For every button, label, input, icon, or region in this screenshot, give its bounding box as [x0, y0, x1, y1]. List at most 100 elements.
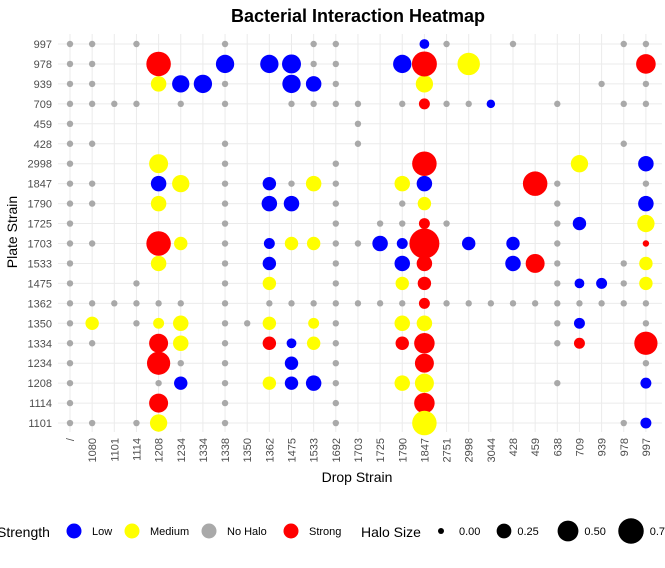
point-low — [461, 236, 476, 251]
x-axis-title: Drop Strain — [322, 469, 393, 485]
legend-size-key — [438, 528, 444, 534]
point-no-halo — [66, 240, 74, 247]
x-tick-label: 459 — [530, 438, 542, 456]
legend-size-label: 0.75 — [650, 526, 665, 538]
legend-label: Low — [92, 526, 112, 538]
point-no-halo — [332, 419, 339, 427]
x-tick-label: 1362 — [264, 438, 276, 462]
point-no-halo — [221, 379, 229, 387]
x-tick-label: 978 — [619, 438, 631, 456]
x-tick-label: 428 — [508, 438, 520, 456]
y-tick-label: 978 — [34, 59, 52, 71]
point-low — [505, 255, 521, 272]
point-low — [419, 39, 430, 49]
x-tick-label: 997 — [641, 438, 653, 456]
y-tick-label: 1790 — [28, 199, 52, 211]
point-no-halo — [554, 379, 561, 387]
point-low — [172, 75, 190, 93]
point-no-halo — [66, 260, 74, 267]
point-strong — [414, 353, 434, 373]
point-no-halo — [332, 399, 339, 407]
point-medium — [394, 375, 410, 391]
x-tick-label: 638 — [552, 438, 564, 456]
point-low — [263, 238, 275, 249]
point-no-halo — [554, 340, 561, 347]
x-tick-label: 1533 — [309, 438, 321, 462]
legend-strength-items: Low Medium No Halo Strong — [66, 523, 341, 539]
point-no-halo — [288, 100, 295, 108]
point-low — [262, 256, 277, 271]
point-medium — [394, 315, 410, 332]
point-strong — [642, 240, 650, 247]
point-medium — [173, 335, 189, 351]
legend: Strength Low Medium No Halo Strong Halo Siz… — [0, 518, 665, 544]
point-no-halo — [509, 40, 517, 48]
grid-lines — [58, 34, 662, 432]
point-low — [260, 54, 279, 74]
legend-size-key — [618, 518, 644, 544]
point-no-halo — [66, 60, 74, 68]
point-medium — [306, 336, 321, 350]
point-no-halo — [332, 40, 339, 48]
point-low — [416, 175, 433, 192]
point-no-halo — [642, 100, 650, 108]
point-medium — [172, 174, 190, 193]
point-no-halo — [554, 280, 561, 287]
point-no-halo — [399, 220, 406, 227]
legend-size-label: 0.50 — [584, 526, 605, 538]
point-no-halo — [221, 100, 229, 108]
point-strong — [573, 337, 585, 349]
point-no-halo — [66, 160, 74, 167]
point-medium — [570, 155, 589, 173]
point-no-halo — [332, 100, 339, 108]
y-tick-label: 1114 — [29, 398, 52, 410]
point-low — [573, 317, 585, 329]
point-no-halo — [111, 300, 118, 307]
x-tick-label: 1334 — [198, 438, 210, 462]
point-low — [282, 54, 301, 74]
point-no-halo — [88, 200, 96, 207]
point-strong — [525, 253, 545, 273]
point-no-halo — [642, 300, 650, 307]
point-no-halo — [465, 100, 472, 108]
point-no-halo — [111, 100, 118, 108]
point-no-halo — [177, 360, 184, 367]
x-tick-labels: / 1080 1101 1114 1208 1234 1334 1338 1350 1362 147… — [65, 437, 653, 462]
point-low — [215, 54, 235, 74]
point-no-halo — [443, 300, 450, 307]
y-tick-label: 1362 — [28, 298, 52, 310]
x-tick-label: 2998 — [464, 438, 476, 462]
point-no-halo — [88, 340, 96, 347]
y-tick-labels: 1101 1114 1208 1234 1334 1350 1362 1475 1533 1703… — [28, 39, 52, 430]
x-tick-label: 1703 — [353, 438, 365, 462]
point-no-halo — [399, 100, 406, 108]
point-strong — [395, 336, 409, 350]
point-medium — [150, 76, 167, 92]
point-no-halo — [66, 40, 74, 48]
point-strong — [416, 255, 433, 272]
point-low — [394, 255, 410, 272]
legend-size-items: 0.00 0.25 0.50 0.75 — [438, 518, 665, 544]
point-no-halo — [354, 240, 362, 247]
y-tick-label: 1725 — [28, 219, 52, 231]
point-medium — [639, 256, 653, 271]
point-no-halo — [221, 80, 229, 88]
point-no-halo — [221, 40, 229, 48]
point-strong — [636, 54, 656, 74]
point-medium — [305, 175, 322, 192]
point-medium — [85, 316, 99, 331]
point-medium — [262, 276, 277, 291]
point-strong — [146, 351, 171, 375]
y-tick-label: 939 — [34, 79, 52, 91]
point-no-halo — [88, 80, 96, 88]
point-no-halo — [620, 40, 627, 48]
point-no-halo — [554, 260, 561, 267]
x-tick-label: 1080 — [87, 438, 99, 462]
point-no-halo — [66, 220, 74, 227]
point-no-halo — [642, 80, 650, 88]
y-tick-label: 1101 — [28, 418, 52, 430]
point-no-halo — [332, 280, 339, 287]
point-low — [261, 195, 278, 212]
point-no-halo — [66, 340, 74, 347]
point-no-halo — [310, 60, 317, 68]
